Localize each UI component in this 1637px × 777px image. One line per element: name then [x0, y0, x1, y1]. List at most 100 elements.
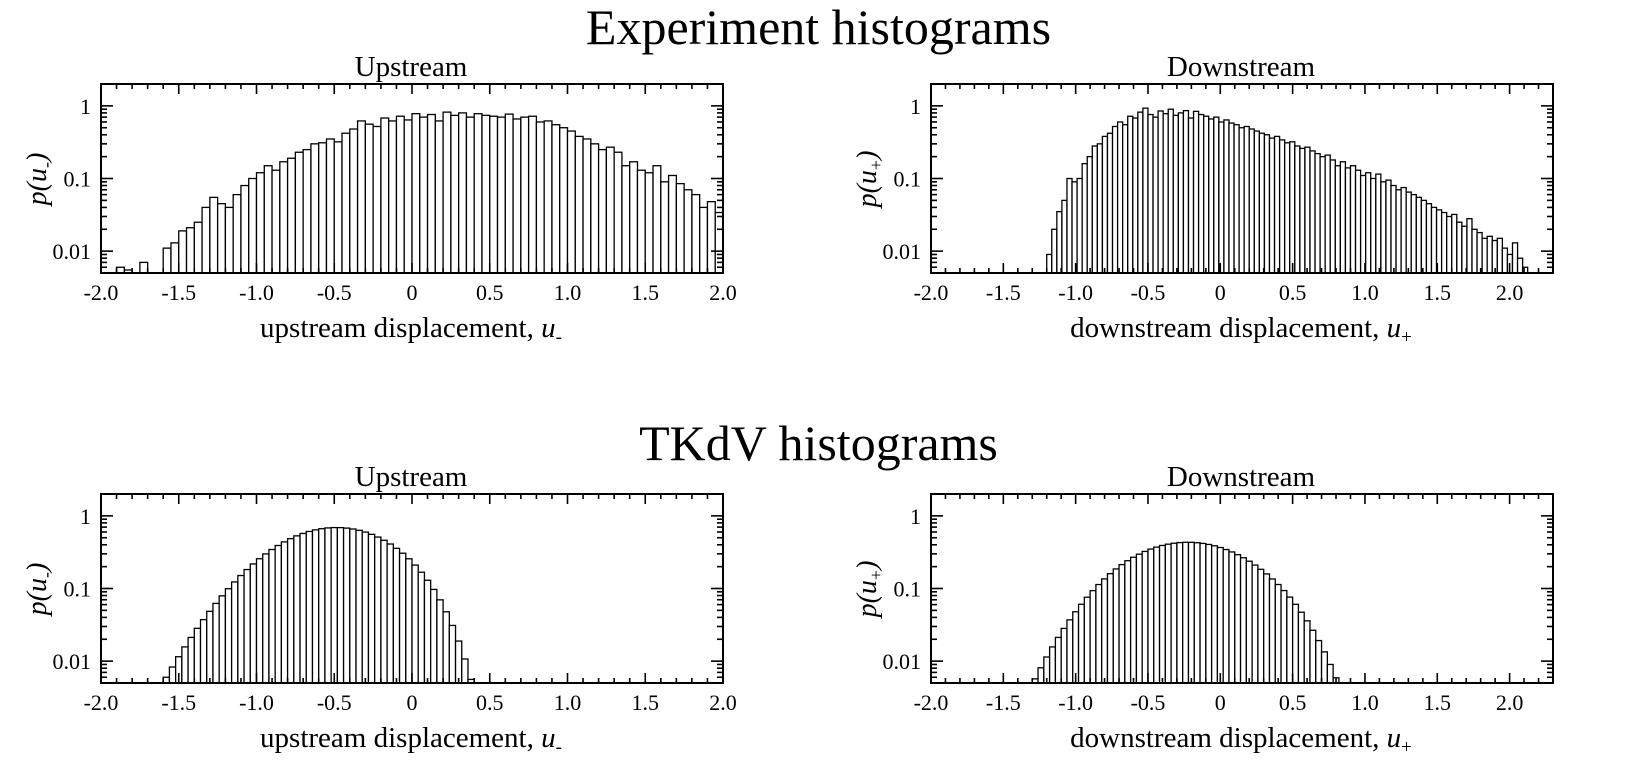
histogram-bar	[1285, 143, 1290, 273]
y-tick-label: 0.01	[883, 649, 922, 674]
histogram-bar	[1153, 117, 1158, 273]
histogram-bar	[179, 231, 187, 273]
histogram-bar	[350, 529, 356, 683]
histogram-bar	[622, 166, 630, 273]
histogram-bar	[1275, 585, 1281, 683]
histogram-bar	[529, 116, 537, 273]
histogram-bar	[1234, 125, 1239, 273]
histogram-bar	[661, 182, 669, 273]
histogram-bar	[431, 589, 437, 683]
histogram-bar	[715, 213, 723, 273]
histogram-bar	[1142, 551, 1148, 683]
histogram-bar	[466, 117, 474, 273]
x-tick-label: -2.0	[914, 690, 949, 715]
histogram-bar	[358, 121, 366, 273]
histogram-bar	[1264, 574, 1270, 683]
y-tick-label: 1	[80, 504, 91, 529]
subplot-title: Downstream	[1167, 461, 1316, 493]
histogram-bar	[375, 537, 381, 683]
histogram-bar	[263, 554, 269, 683]
histogram-bar	[1269, 579, 1275, 683]
x-tick-label: 2.0	[1496, 280, 1524, 305]
x-axis-label: downstream displacement, u+	[1070, 722, 1412, 758]
histogram-bar	[1219, 122, 1224, 273]
histogram-bar	[342, 133, 350, 273]
histogram-bar	[456, 641, 462, 683]
histogram-bar	[300, 533, 306, 683]
histogram-bar	[1224, 120, 1229, 273]
histogram-bar	[306, 531, 312, 683]
histogram-bar	[1212, 546, 1218, 683]
histogram-bar	[1084, 597, 1090, 683]
histogram-bar	[1073, 612, 1079, 683]
histogram-bar	[1322, 652, 1328, 683]
histogram-bar	[1345, 168, 1350, 273]
histogram-bar	[1290, 142, 1295, 273]
y-tick-label: 0.1	[894, 167, 922, 192]
histogram-bar	[257, 559, 263, 683]
histogram-bar	[1102, 579, 1108, 683]
histogram-bar	[344, 528, 350, 683]
histogram-bar	[1316, 641, 1322, 683]
histogram-bar	[171, 243, 179, 273]
histogram-bar	[1119, 565, 1125, 683]
histogram-bar	[482, 115, 490, 273]
histogram-bar	[1371, 179, 1376, 274]
histogram-bar	[1254, 131, 1259, 273]
histogram-bar	[1396, 190, 1401, 273]
histogram-bar	[281, 542, 287, 683]
histogram-bar	[1269, 138, 1274, 273]
histogram-bar	[513, 119, 521, 273]
x-tick-label: 0.5	[1279, 690, 1307, 715]
x-tick-label: -1.5	[986, 690, 1021, 715]
histogram-bar	[653, 166, 661, 273]
histogram-bar	[1361, 175, 1366, 273]
subplot-title: Upstream	[355, 461, 468, 493]
histogram-bar	[1426, 204, 1431, 273]
histogram-bar	[1229, 123, 1234, 273]
x-tick-label: 2.0	[709, 690, 737, 715]
histogram-bar	[462, 659, 468, 683]
x-tick-label: 0.5	[476, 690, 504, 715]
x-axis-label: upstream displacement, u-	[260, 312, 562, 348]
histogram-bar	[1096, 585, 1102, 683]
y-tick-label: 1	[910, 504, 921, 529]
histogram-bar	[1259, 133, 1264, 273]
y-tick-label: 1	[910, 94, 921, 119]
histogram-bar	[490, 116, 498, 273]
histogram-bar	[1131, 557, 1137, 683]
x-tick-label: -1.5	[161, 280, 196, 305]
x-tick-label: 0	[1215, 280, 1226, 305]
chart-experiment-downstream: Downstream 0.01 0.1 1 -2.0 -1.5 -1.0 -0.…	[830, 50, 1630, 350]
histogram-bar	[280, 162, 288, 273]
x-tick-labels: -2.0 -1.5 -1.0 -0.5 0 0.5 1.0 1.5 2.0	[84, 690, 737, 715]
y-axis-label: p(u-)	[22, 153, 56, 208]
histogram-bar	[420, 117, 428, 273]
x-tick-label: 1.0	[554, 280, 582, 305]
histogram-bar	[1118, 122, 1123, 273]
histogram-bar	[1204, 116, 1209, 273]
histogram-bar	[451, 115, 459, 273]
histogram-bar	[1097, 144, 1102, 273]
histogram-bar	[381, 118, 389, 273]
histogram-bar	[202, 207, 210, 273]
histogram-bar	[1061, 628, 1067, 683]
x-tick-labels: -2.0 -1.5 -1.0 -0.5 0 0.5 1.0 1.5 2.0	[914, 280, 1524, 305]
histogram-bar	[1057, 212, 1062, 273]
histogram-bar	[257, 173, 265, 273]
subplot-title: Upstream	[355, 51, 468, 83]
histogram-bar	[387, 544, 393, 683]
histogram-bar	[1310, 151, 1315, 273]
histogram-bar	[424, 580, 430, 683]
histogram-bar	[1136, 554, 1142, 683]
y-tick-label: 0.1	[64, 577, 92, 602]
y-tick-labels: 0.01 0.1 1	[53, 504, 92, 674]
histogram-bar	[1416, 197, 1421, 273]
histogram-bar	[1293, 604, 1299, 683]
histogram-bar	[614, 152, 622, 273]
histogram-bar	[1113, 569, 1119, 683]
histogram-bar	[207, 611, 213, 683]
x-tick-labels: -2.0 -1.5 -1.0 -0.5 0 0.5 1.0 1.5 2.0	[914, 690, 1524, 715]
histogram-bar	[219, 596, 225, 683]
histogram-bar	[1356, 170, 1361, 273]
